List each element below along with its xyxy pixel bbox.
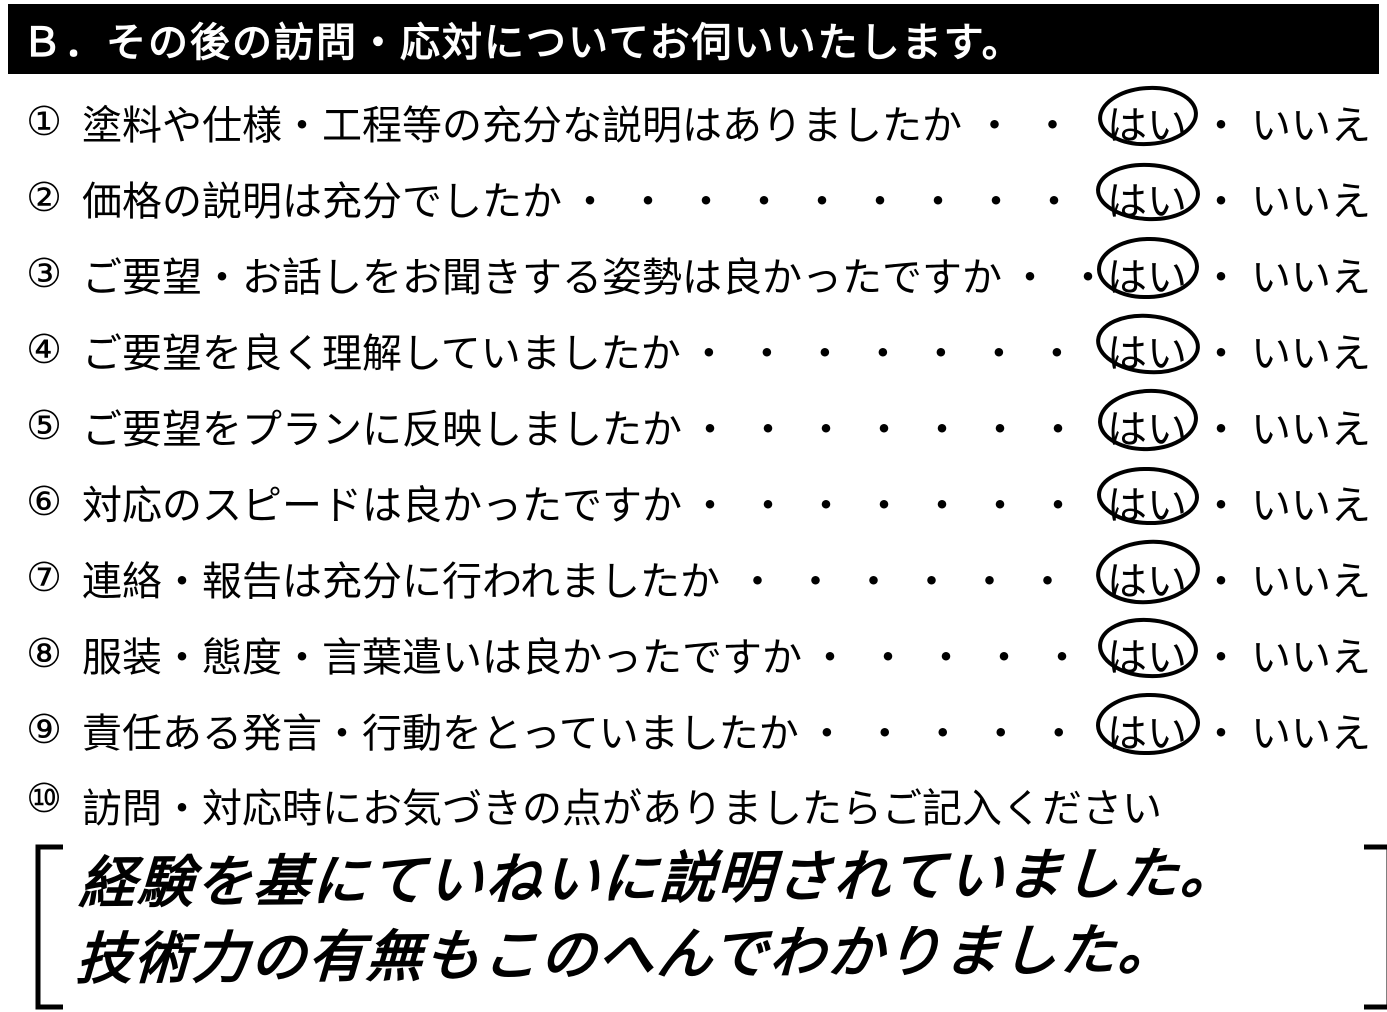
question-list: ① 塗料や仕様・工程等の充分な説明はありましたか ・・ はい ・ いいえ ② 価… — [8, 74, 1379, 768]
leader-dots: ・・・・・ — [799, 701, 1103, 759]
question-row: ④ ご要望を良く理解していましたか ・・・・・・・ はい ・ いいえ — [12, 312, 1375, 388]
leader-dots: ・・・・・・・ — [682, 397, 1103, 455]
answer-no[interactable]: いいえ — [1251, 625, 1371, 683]
question-number: ⑨ — [12, 707, 76, 753]
handwriting-area: 経験を基にていねいに説明されていました。 技術力の有無もこのへんでわかりました。 — [68, 842, 1359, 1012]
answer-yes-label: はい — [1107, 701, 1187, 759]
question-row: ⑦ 連絡・報告は充分に行われましたか ・・・・・・ はい ・ いいえ — [12, 540, 1375, 616]
answer-yes-label: はい — [1107, 625, 1187, 683]
answer-group: はい ・ いいえ — [1103, 397, 1375, 455]
question-text: 責任ある発言・行動をとっていましたか — [76, 701, 799, 759]
question-number: ④ — [12, 327, 76, 373]
question-number: ① — [12, 99, 76, 145]
answer-yes[interactable]: はい — [1103, 321, 1191, 379]
answer-group: はい ・ いいえ — [1103, 549, 1375, 607]
leader-dots: ・・・・・・・ — [681, 321, 1103, 379]
answer-group: はい ・ いいえ — [1103, 625, 1375, 683]
leader-dots: ・・ — [962, 93, 1103, 151]
answer-separator: ・ — [1191, 701, 1251, 759]
bracket-right-icon — [1359, 842, 1387, 1012]
bracket-left-icon — [28, 842, 68, 1012]
answer-separator: ・ — [1191, 549, 1251, 607]
answer-separator: ・ — [1191, 169, 1251, 227]
answer-no[interactable]: いいえ — [1251, 321, 1371, 379]
question-row: ② 価格の説明は充分でしたか ・・・・・・・・・・ はい ・ いいえ — [12, 160, 1375, 236]
leader-dots: ・・・・・・・・・・ — [562, 169, 1103, 227]
answer-separator: ・ — [1191, 93, 1251, 151]
question-row: ① 塗料や仕様・工程等の充分な説明はありましたか ・・ はい ・ いいえ — [12, 84, 1375, 160]
answer-yes[interactable]: はい — [1103, 701, 1191, 759]
question-number: ⑧ — [12, 631, 76, 677]
answer-yes-label: はい — [1107, 397, 1187, 455]
leader-dots: ・・・・・ — [802, 625, 1103, 683]
answer-no[interactable]: いいえ — [1251, 701, 1371, 759]
answer-yes[interactable]: はい — [1103, 169, 1191, 227]
question-row: ⑧ 服装・態度・言葉遣いは良かったですか ・・・・・ はい ・ いいえ — [12, 616, 1375, 692]
section-header: Ｂ．その後の訪問・応対についてお伺いいたします。 — [8, 4, 1379, 74]
question-row: ⑤ ご要望をプランに反映しましたか ・・・・・・・ はい ・ いいえ — [12, 388, 1375, 464]
question-number: ② — [12, 175, 76, 221]
answer-group: はい ・ いいえ — [1103, 245, 1375, 303]
question-number: ③ — [12, 251, 76, 297]
answer-yes[interactable]: はい — [1103, 397, 1191, 455]
answer-no[interactable]: いいえ — [1251, 245, 1371, 303]
handwritten-line: 経験を基にていねいに説明されていました。 — [78, 836, 1363, 923]
question-text: 価格の説明は充分でしたか — [76, 169, 562, 227]
answer-group: はい ・ いいえ — [1103, 701, 1375, 759]
answer-separator: ・ — [1191, 397, 1251, 455]
answer-yes[interactable]: はい — [1103, 473, 1191, 531]
answer-no[interactable]: いいえ — [1251, 93, 1371, 151]
answer-no[interactable]: いいえ — [1251, 549, 1371, 607]
answer-group: はい ・ いいえ — [1103, 473, 1375, 531]
question-text: ご要望・お話しをお聞きする姿勢は良かったですか — [76, 245, 1002, 303]
question-text: 服装・態度・言葉遣いは良かったですか — [76, 625, 802, 683]
answer-yes-label: はい — [1107, 245, 1187, 303]
answer-no[interactable]: いいえ — [1251, 169, 1371, 227]
answer-yes-label: はい — [1107, 549, 1187, 607]
question-text: 対応のスピードは良かったですか — [76, 473, 682, 531]
answer-separator: ・ — [1191, 625, 1251, 683]
handwritten-comment: 経験を基にていねいに説明されていました。 技術力の有無もこのへんでわかりました。 — [64, 836, 1362, 998]
answer-no[interactable]: いいえ — [1251, 473, 1371, 531]
question-text: 塗料や仕様・工程等の充分な説明はありましたか — [76, 93, 962, 151]
question-text: ご要望をプランに反映しましたか — [76, 397, 682, 455]
answer-yes-label: はい — [1107, 321, 1187, 379]
leader-dots: ・・・・・・・ — [682, 473, 1103, 531]
answer-yes-label: はい — [1107, 93, 1187, 151]
free-question-row: ⑩ 訪問・対応時にお気づきの点がありましたらご記入ください — [8, 768, 1379, 834]
question-text: 訪問・対応時にお気づきの点がありましたらご記入ください — [76, 776, 1162, 834]
answer-yes[interactable]: はい — [1103, 93, 1191, 151]
question-row: ③ ご要望・お話しをお聞きする姿勢は良かったですか ・・ はい ・ いいえ — [12, 236, 1375, 312]
leader-dots: ・・ — [1002, 245, 1103, 303]
leader-dots: ・・・・・・ — [720, 549, 1103, 607]
question-text: 連絡・報告は充分に行われましたか — [76, 549, 720, 607]
answer-group: はい ・ いいえ — [1103, 169, 1375, 227]
answer-yes[interactable]: はい — [1103, 625, 1191, 683]
question-row: ⑨ 責任ある発言・行動をとっていましたか ・・・・・ はい ・ いいえ — [12, 692, 1375, 768]
question-number: ⑦ — [12, 555, 76, 601]
answer-yes-label: はい — [1107, 473, 1187, 531]
answer-separator: ・ — [1191, 473, 1251, 531]
answer-separator: ・ — [1191, 321, 1251, 379]
answer-yes[interactable]: はい — [1103, 245, 1191, 303]
question-number: ⑥ — [12, 479, 76, 525]
answer-group: はい ・ いいえ — [1103, 93, 1375, 151]
question-text: ご要望を良く理解していましたか — [76, 321, 681, 379]
handwritten-line: 技術力の有無もこのへんでわかりました。 — [74, 912, 1359, 999]
answer-yes[interactable]: はい — [1103, 549, 1191, 607]
answer-separator: ・ — [1191, 245, 1251, 303]
answer-no[interactable]: いいえ — [1251, 397, 1371, 455]
question-number: ⑤ — [12, 403, 76, 449]
answer-group: はい ・ いいえ — [1103, 321, 1375, 379]
answer-yes-label: はい — [1107, 169, 1187, 227]
question-row: ⑥ 対応のスピードは良かったですか ・・・・・・・ はい ・ いいえ — [12, 464, 1375, 540]
question-number: ⑩ — [12, 776, 76, 822]
